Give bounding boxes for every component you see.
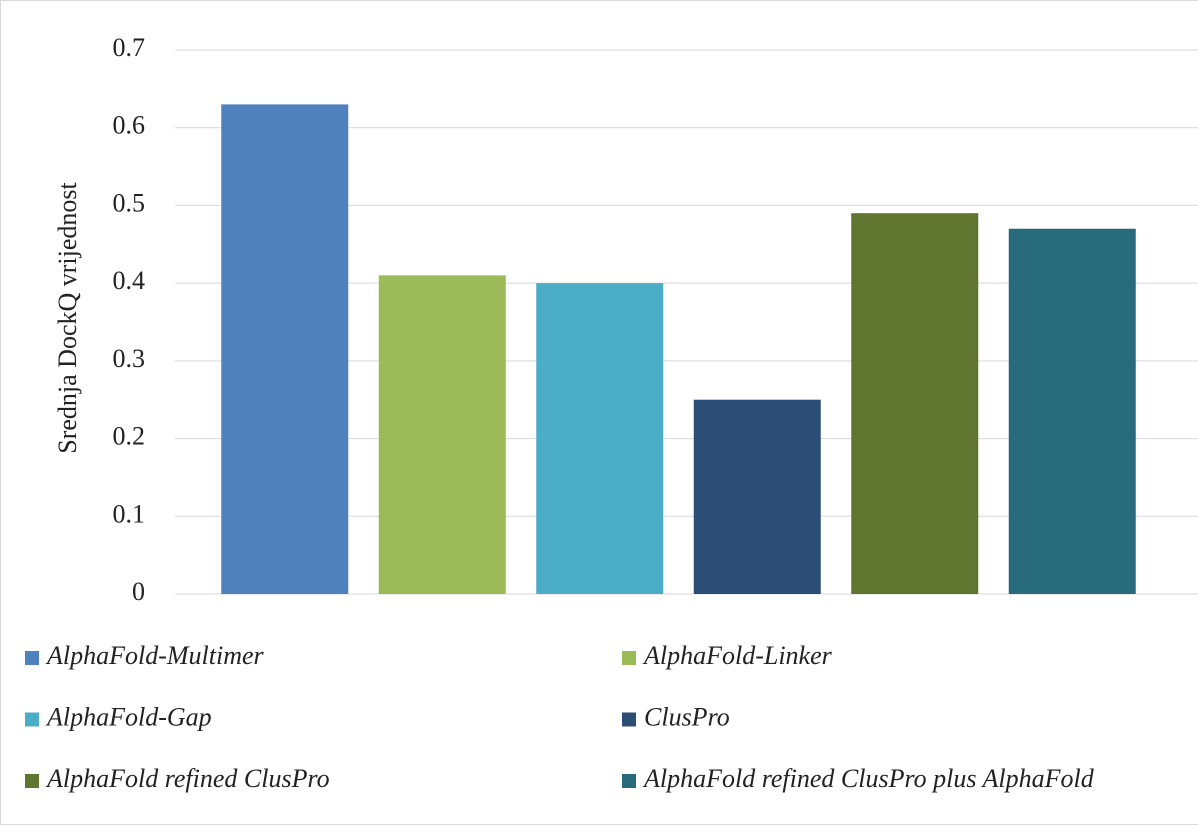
legend-label: AlphaFold-Multimer [45,641,265,670]
legend-swatch [25,651,39,665]
y-tick-label: 0.1 [113,499,146,528]
y-tick-label: 0.3 [113,344,146,373]
bar [1008,228,1136,594]
legend-swatch [25,774,39,788]
bar [378,275,506,594]
legend-label: ClusPro [644,702,730,731]
y-tick-label: 0.2 [113,422,146,451]
legend-swatch [25,712,39,727]
y-tick-label: 0.4 [113,266,146,295]
y-tick-label: 0 [132,577,145,606]
y-axis-label: Srednja DockQ vrijednost [53,181,82,453]
legend-label: AlphaFold refined ClusPro plus AlphaFold [642,764,1095,793]
y-tick-label: 0.5 [113,188,146,217]
legend-swatch [622,712,636,727]
y-tick-label: 0.7 [113,33,146,62]
legend-swatch [622,774,636,788]
bar [221,104,349,595]
bar [851,213,979,594]
legend-label: AlphaFold-Gap [45,702,212,731]
legend-label: AlphaFold-Linker [642,641,833,670]
y-tick-label: 0.6 [113,111,146,140]
legend-swatch [622,651,636,665]
bar [693,399,821,594]
bar [536,283,664,594]
legend-label: AlphaFold refined ClusPro [45,764,330,793]
